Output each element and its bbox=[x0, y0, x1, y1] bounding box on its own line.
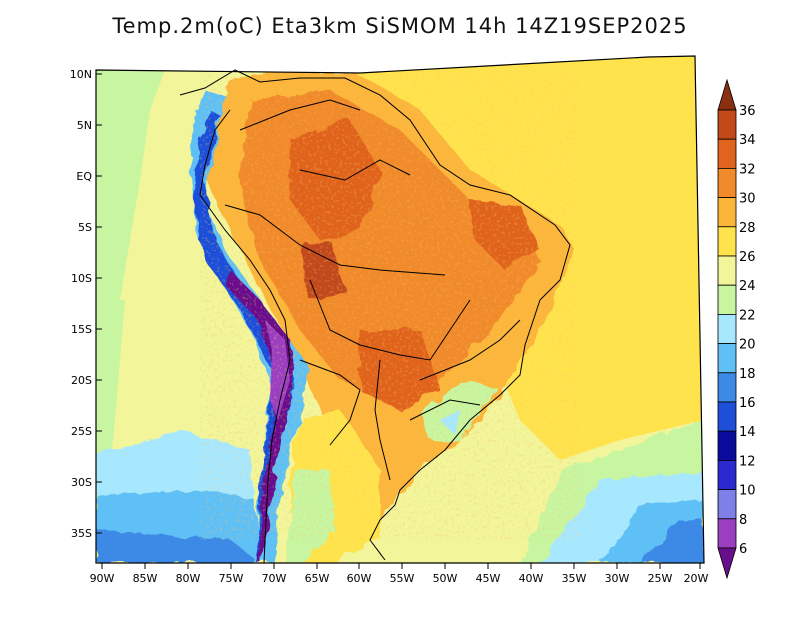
colorbar-swatch bbox=[717, 255, 737, 286]
lat-label: 20S bbox=[71, 374, 92, 387]
colorbar-swatch bbox=[717, 313, 737, 344]
colorbar-label: 30 bbox=[739, 192, 756, 207]
lon-label: 90W bbox=[90, 572, 115, 585]
lon-label: 30W bbox=[605, 572, 630, 585]
lon-label: 20W bbox=[684, 572, 709, 585]
map-title: Temp.2m(oC) Eta3km SiSMOM 14h 14Z19SEP20… bbox=[112, 14, 688, 38]
colorbar-label: 8 bbox=[739, 513, 747, 528]
colorbar-label: 12 bbox=[739, 454, 756, 469]
lon-label: 80W bbox=[176, 572, 201, 585]
lon-label: 25W bbox=[648, 572, 673, 585]
colorbar-label: 24 bbox=[739, 279, 756, 294]
colorbar-swatch bbox=[717, 167, 737, 198]
colorbar-label: 16 bbox=[739, 396, 756, 411]
colorbar-swatch bbox=[717, 226, 737, 257]
colorbar-swatch bbox=[717, 459, 737, 490]
lat-label: 5S bbox=[78, 221, 92, 234]
map-frame bbox=[95, 55, 705, 564]
colorbar-label: 14 bbox=[739, 425, 756, 440]
colorbar-swatch bbox=[717, 197, 737, 228]
colorbar-swatch bbox=[717, 343, 737, 374]
lat-label: 10S bbox=[71, 272, 92, 285]
colorbar-swatch bbox=[717, 284, 737, 315]
lat-label: 15S bbox=[71, 323, 92, 336]
colorbar-label: 34 bbox=[739, 133, 756, 148]
lat-label: 25S bbox=[71, 425, 92, 438]
lon-label: 60W bbox=[347, 572, 372, 585]
colorbar-swatch bbox=[717, 109, 737, 140]
lon-label: 40W bbox=[519, 572, 544, 585]
colorbar-arrow-bottom bbox=[717, 547, 737, 580]
colorbar-label: 22 bbox=[739, 308, 756, 323]
latitude-axis: 10N 5N EQ 5S 10S 15S 20S 25S 30S 35S bbox=[70, 68, 102, 540]
lat-label: 35S bbox=[71, 527, 92, 540]
lat-label: EQ bbox=[76, 170, 92, 183]
lat-label: 10N bbox=[70, 68, 92, 81]
colorbar-swatch bbox=[717, 430, 737, 461]
colorbar-label: 26 bbox=[739, 250, 756, 265]
colorbar-label: 18 bbox=[739, 367, 756, 382]
lon-label: 70W bbox=[262, 572, 287, 585]
colorbar-swatch bbox=[717, 518, 737, 549]
longitude-axis: 90W 85W 80W 75W 70W 65W 60W 55W 50W 45W … bbox=[90, 563, 709, 585]
colorbar-swatch bbox=[717, 401, 737, 432]
colorbar-swatch bbox=[717, 372, 737, 403]
temperature-field bbox=[96, 56, 704, 563]
lon-label: 55W bbox=[390, 572, 415, 585]
colorbar-label: 32 bbox=[739, 162, 756, 177]
colorbar: 36 34 32 30 28 26 24 22 20 18 16 14 12 10 8 6 bbox=[717, 78, 756, 580]
colorbar-arrow-top bbox=[717, 78, 737, 111]
lon-label: 65W bbox=[305, 572, 330, 585]
lat-label: 30S bbox=[71, 476, 92, 489]
lon-label: 75W bbox=[219, 572, 244, 585]
colorbar-label: 20 bbox=[739, 338, 756, 353]
colorbar-swatch bbox=[717, 138, 737, 169]
lat-label: 5N bbox=[77, 119, 92, 132]
lon-label: 50W bbox=[433, 572, 458, 585]
colorbar-label: 10 bbox=[739, 484, 756, 499]
colorbar-label: 6 bbox=[739, 542, 747, 557]
lon-label: 45W bbox=[476, 572, 501, 585]
colorbar-label: 36 bbox=[739, 104, 756, 119]
colorbar-swatch bbox=[717, 489, 737, 520]
lon-label: 35W bbox=[562, 572, 587, 585]
colorbar-label: 28 bbox=[739, 221, 756, 236]
country-borders bbox=[179, 69, 571, 564]
lon-label: 85W bbox=[133, 572, 158, 585]
